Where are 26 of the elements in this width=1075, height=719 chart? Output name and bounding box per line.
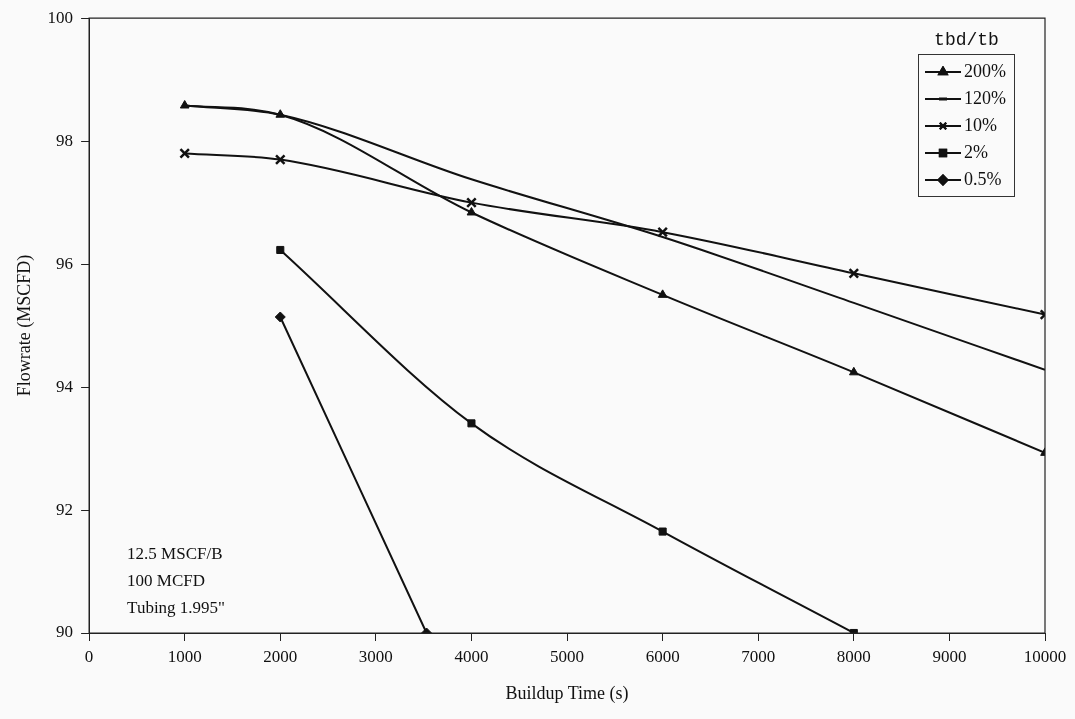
x-tick-label: 2000 bbox=[263, 646, 298, 666]
y-tick-label: 96 bbox=[56, 253, 74, 273]
x-tick-label: 3000 bbox=[358, 646, 393, 666]
legend-label: 120% bbox=[964, 88, 1006, 110]
annotation: 12.5 MSCF/B 100 MCFD Tubing 1.995" bbox=[127, 543, 226, 619]
legend-title: tbd/tb bbox=[933, 30, 1000, 51]
x-tick-label: 0 bbox=[84, 646, 94, 666]
legend-label: 0.5% bbox=[964, 169, 1002, 191]
x-tick-label: 5000 bbox=[550, 646, 585, 666]
x-tick-label: 6000 bbox=[645, 646, 680, 666]
x-tick-label: 1000 bbox=[167, 646, 202, 666]
y-axis-title: Flowrate (MSCFD) bbox=[13, 254, 35, 397]
x-tick-label: 9000 bbox=[932, 646, 967, 666]
y-tick-label: 90 bbox=[56, 622, 74, 642]
x-tick-label: 10000 bbox=[1023, 646, 1067, 666]
y-tick-label: 94 bbox=[56, 376, 74, 396]
x-axis-title: Buildup Time (s) bbox=[505, 682, 629, 704]
y-tick-label: 92 bbox=[56, 499, 74, 519]
x-tick-label: 8000 bbox=[836, 646, 871, 666]
legend-label: 10% bbox=[964, 115, 997, 137]
legend-label: 2% bbox=[964, 142, 988, 164]
x-tick-label: 7000 bbox=[741, 646, 776, 666]
y-tick-label: 100 bbox=[47, 7, 74, 27]
y-tick-label: 98 bbox=[56, 130, 74, 150]
x-tick-label: 4000 bbox=[454, 646, 489, 666]
legend-label: 200% bbox=[964, 61, 1006, 83]
